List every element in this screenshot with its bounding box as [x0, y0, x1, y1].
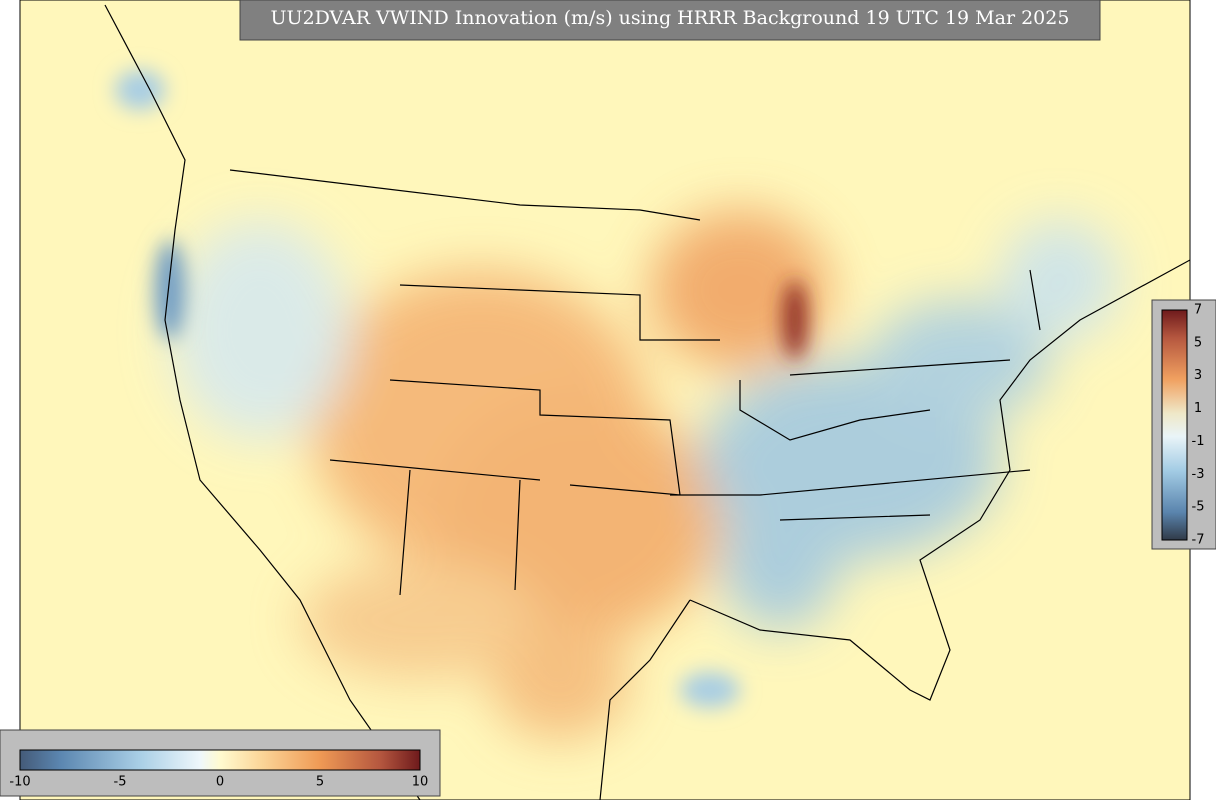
colorbar-tick-label: -1: [1192, 434, 1205, 449]
colorbar-tick-label: 10: [412, 775, 429, 790]
colorbar-tick-label: -5: [114, 775, 127, 790]
map-field: [20, 0, 1190, 800]
colorbar-tick-label: 1: [1194, 401, 1202, 416]
colorbar-tick-label: -3: [1192, 467, 1205, 482]
colorbar-scale: [1161, 309, 1188, 541]
colorbar-tick-label: -10: [9, 775, 30, 790]
colorbar-scale: [19, 749, 421, 771]
map-title: UU2DVAR VWIND Innovation (m/s) using HRR…: [271, 7, 1070, 29]
colorbar-tick-label: 5: [1194, 335, 1202, 350]
colorbar-tick-label: -7: [1192, 533, 1205, 548]
title-box: [239, 0, 1101, 41]
colorbar-tick-label: 5: [316, 775, 324, 790]
colorbar-bottom: -10 -5 0 5 10: [0, 729, 441, 797]
colorbar-tick-label: 7: [1194, 303, 1202, 318]
colorbar-right: 7 5 3 1 -1 -3 -5 -7: [1151, 299, 1216, 550]
colorbar-tick-label: 3: [1194, 368, 1202, 383]
coastline: [104, 4, 1190, 800]
colorbar-tick-label: 0: [216, 775, 224, 790]
state-borders: [229, 169, 1041, 596]
colorbar-tick-label: -5: [1192, 500, 1205, 515]
